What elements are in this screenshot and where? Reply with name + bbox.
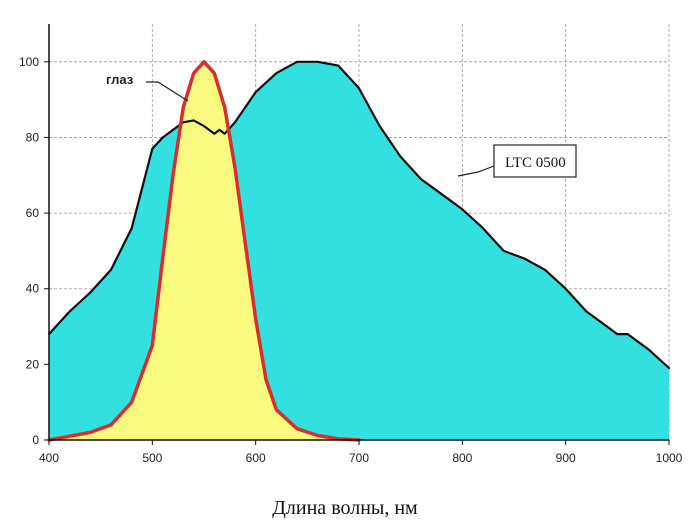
x-tick-label: 900: [556, 451, 576, 465]
y-tick-label: 20: [26, 357, 40, 371]
eye-annotation-label: глаз: [106, 72, 134, 87]
y-tick-label: 80: [26, 130, 40, 144]
ltc-annotation-label: LTC 0500: [505, 155, 566, 171]
ltc-annotation-box: [493, 144, 577, 178]
y-tick-label: 100: [19, 55, 39, 69]
series-area-eye: [49, 61, 359, 441]
y-tick-label: 60: [26, 206, 40, 220]
ltc-annotation-leader: [457, 165, 495, 177]
x-axis-title: Длина волны, нм: [272, 497, 418, 519]
x-tick-label: 800: [452, 451, 472, 465]
x-tick-label: 700: [349, 451, 369, 465]
y-tick-label: 40: [26, 282, 40, 296]
series-line-ltc0500: [47, 60, 671, 370]
series-line-eye: [47, 60, 361, 442]
x-tick-label: 1000: [656, 451, 683, 465]
ticks: 400 500 600 700 800 900 1000 0 20 40 60 80 100: [19, 55, 683, 465]
annotations: глаз LTC 0500: [106, 72, 577, 178]
x-tick-label: 600: [246, 451, 266, 465]
series-areas: [47, 60, 671, 442]
y-tick-label: 0: [32, 433, 39, 447]
eye-annotation-leader: [146, 81, 189, 102]
x-tick-label: 500: [142, 451, 162, 465]
x-tick-label: 400: [39, 451, 59, 465]
